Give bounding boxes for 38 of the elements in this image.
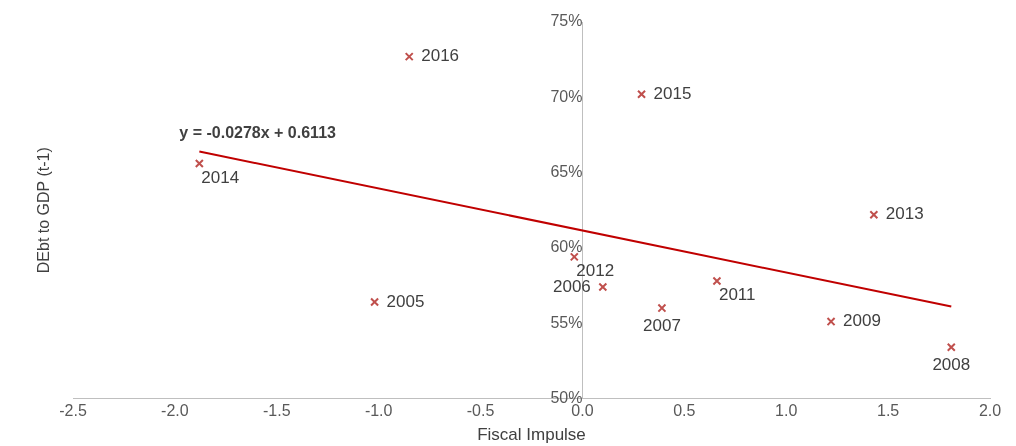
y-tick-label: 55% [550, 313, 583, 331]
x-tick-label: 1.5 [876, 402, 900, 420]
annotation: 2009 [843, 311, 881, 331]
annotation: 2013 [885, 204, 924, 224]
point [370, 297, 380, 307]
point [598, 282, 608, 292]
annotation: 2011 [718, 285, 756, 305]
y-axis-title: DEbt to GDP (t-1) [35, 147, 53, 274]
annotation: 2007 [643, 316, 681, 336]
annotation: 2016 [421, 46, 460, 66]
annotation: 2014 [201, 167, 240, 187]
point [869, 210, 879, 220]
y-tick-label: 75% [550, 12, 583, 30]
y-tick-label: 60% [550, 238, 583, 256]
x-axis-title: Fiscal Impulse [477, 425, 586, 445]
annotation: 2015 [653, 83, 692, 103]
annotation: 2005 [386, 291, 425, 311]
y-tick-label: 65% [550, 162, 583, 180]
point [194, 158, 204, 169]
annotation: 2008 [932, 355, 971, 375]
point [404, 52, 414, 62]
x-tick-label: 0.5 [673, 402, 696, 420]
x-tick-label: -1.0 [364, 402, 393, 420]
x-tick-label: 2.0 [978, 402, 1002, 420]
point [712, 276, 722, 286]
point [637, 89, 647, 99]
point [657, 303, 667, 313]
x-tick-label: -2.5 [59, 402, 87, 420]
x-tick-label: 0.0 [571, 402, 594, 420]
x-tick-label: 1.0 [775, 402, 798, 420]
x-tick-label: -1.5 [262, 402, 291, 420]
point [946, 342, 956, 352]
y-tick-label: 70% [550, 87, 583, 105]
point [569, 252, 579, 262]
point [826, 317, 836, 327]
x-tick-label: -2.0 [161, 402, 189, 420]
annotation: y = -0.0278x + 0.6113 [179, 123, 337, 141]
x-tick-label: -0.5 [466, 402, 495, 420]
